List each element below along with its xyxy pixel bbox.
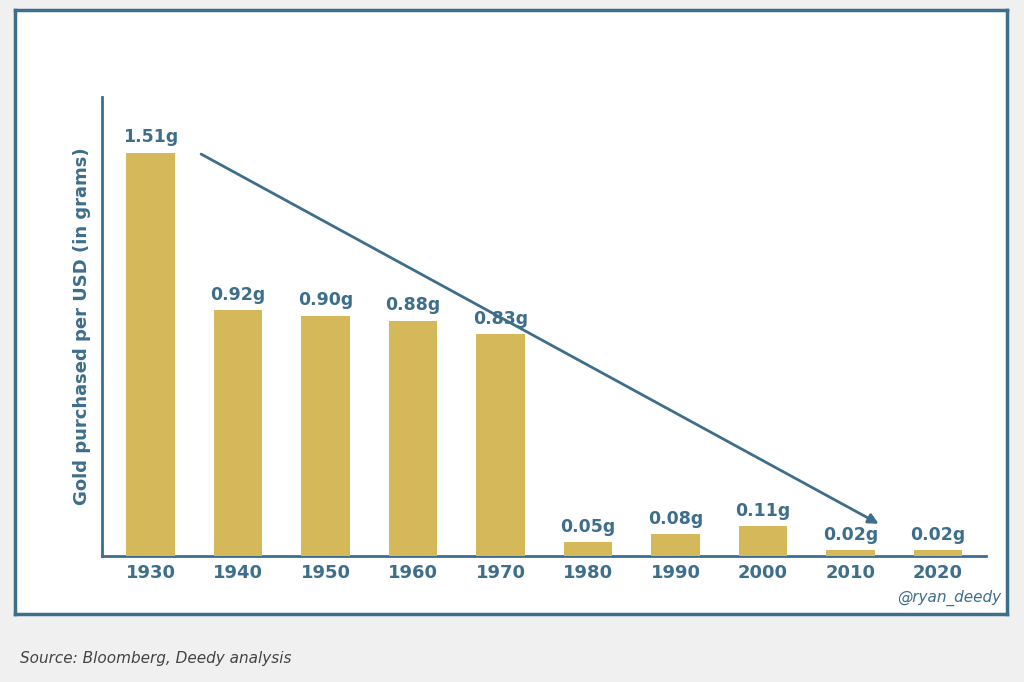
Text: Source: Bloomberg, Deedy analysis: Source: Bloomberg, Deedy analysis — [20, 651, 292, 666]
Text: 0.02g: 0.02g — [823, 526, 879, 544]
Bar — [651, 535, 699, 556]
Text: 0.92g: 0.92g — [210, 286, 265, 303]
Bar — [739, 527, 787, 556]
Bar — [389, 321, 437, 556]
Text: @ryan_deedy: @ryan_deedy — [897, 589, 1001, 606]
Bar — [476, 334, 524, 556]
Text: 0.90g: 0.90g — [298, 291, 353, 309]
Bar — [564, 542, 612, 556]
Text: 0.05g: 0.05g — [560, 518, 615, 536]
Text: 1.51g: 1.51g — [123, 128, 178, 146]
Text: 0.08g: 0.08g — [648, 510, 703, 528]
Bar — [214, 310, 262, 556]
Text: 0.11g: 0.11g — [735, 502, 791, 520]
Text: 0.02g: 0.02g — [910, 526, 966, 544]
Bar — [826, 550, 874, 556]
Bar — [126, 153, 174, 556]
Text: U.S. dollar declined by 99% since 1930: U.S. dollar declined by 99% since 1930 — [191, 31, 830, 59]
Text: 0.88g: 0.88g — [385, 296, 440, 314]
Bar — [301, 316, 349, 556]
Text: 0.83g: 0.83g — [473, 310, 528, 327]
Y-axis label: Gold purchased per USD (in grams): Gold purchased per USD (in grams) — [74, 147, 91, 505]
Bar — [914, 550, 963, 556]
